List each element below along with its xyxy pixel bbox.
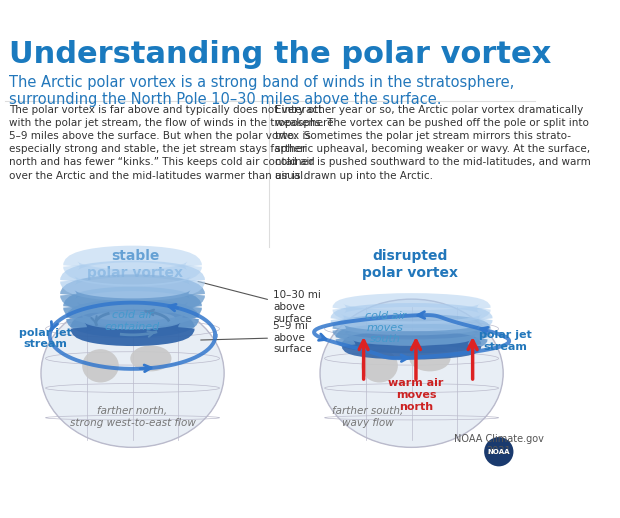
Text: warm air
moves
north: warm air moves north	[388, 379, 444, 412]
Circle shape	[483, 436, 515, 467]
Ellipse shape	[90, 311, 175, 326]
Ellipse shape	[130, 346, 172, 371]
Text: farther north,
strong west-to-east flow: farther north, strong west-to-east flow	[69, 406, 195, 428]
Text: polar jet
stream: polar jet stream	[19, 327, 72, 349]
Text: stable
polar vortex: stable polar vortex	[87, 249, 183, 280]
Text: polar jet
stream: polar jet stream	[479, 330, 532, 352]
Text: 5–9 mi
above
surface: 5–9 mi above surface	[201, 321, 312, 354]
Text: 10–30 mi
above
surface: 10–30 mi above surface	[198, 281, 321, 324]
Ellipse shape	[361, 349, 398, 382]
Ellipse shape	[82, 349, 119, 382]
Text: The polar vortex is far above and typically does not interact
with the polar jet: The polar vortex is far above and typica…	[9, 105, 333, 181]
Ellipse shape	[320, 299, 503, 448]
Ellipse shape	[409, 346, 451, 371]
Ellipse shape	[320, 299, 503, 448]
Text: Every other year or so, the Arctic polar vortex dramatically
weakens. The vortex: Every other year or so, the Arctic polar…	[275, 105, 590, 181]
Text: cold air
moves
south: cold air moves south	[365, 311, 406, 344]
Text: NOAA: NOAA	[487, 449, 510, 455]
Ellipse shape	[41, 299, 224, 448]
Text: cold air
contained: cold air contained	[105, 310, 160, 332]
Text: The Arctic polar vortex is a strong band of winds in the stratosphere,
surroundi: The Arctic polar vortex is a strong band…	[9, 75, 514, 107]
Text: disrupted
polar vortex: disrupted polar vortex	[362, 249, 458, 280]
Ellipse shape	[41, 299, 224, 448]
Text: NOAA Climate.gov
2021: NOAA Climate.gov 2021	[454, 434, 544, 456]
Text: Understanding the polar vortex: Understanding the polar vortex	[9, 40, 551, 69]
Text: farther south,
wavy flow: farther south, wavy flow	[332, 406, 404, 428]
